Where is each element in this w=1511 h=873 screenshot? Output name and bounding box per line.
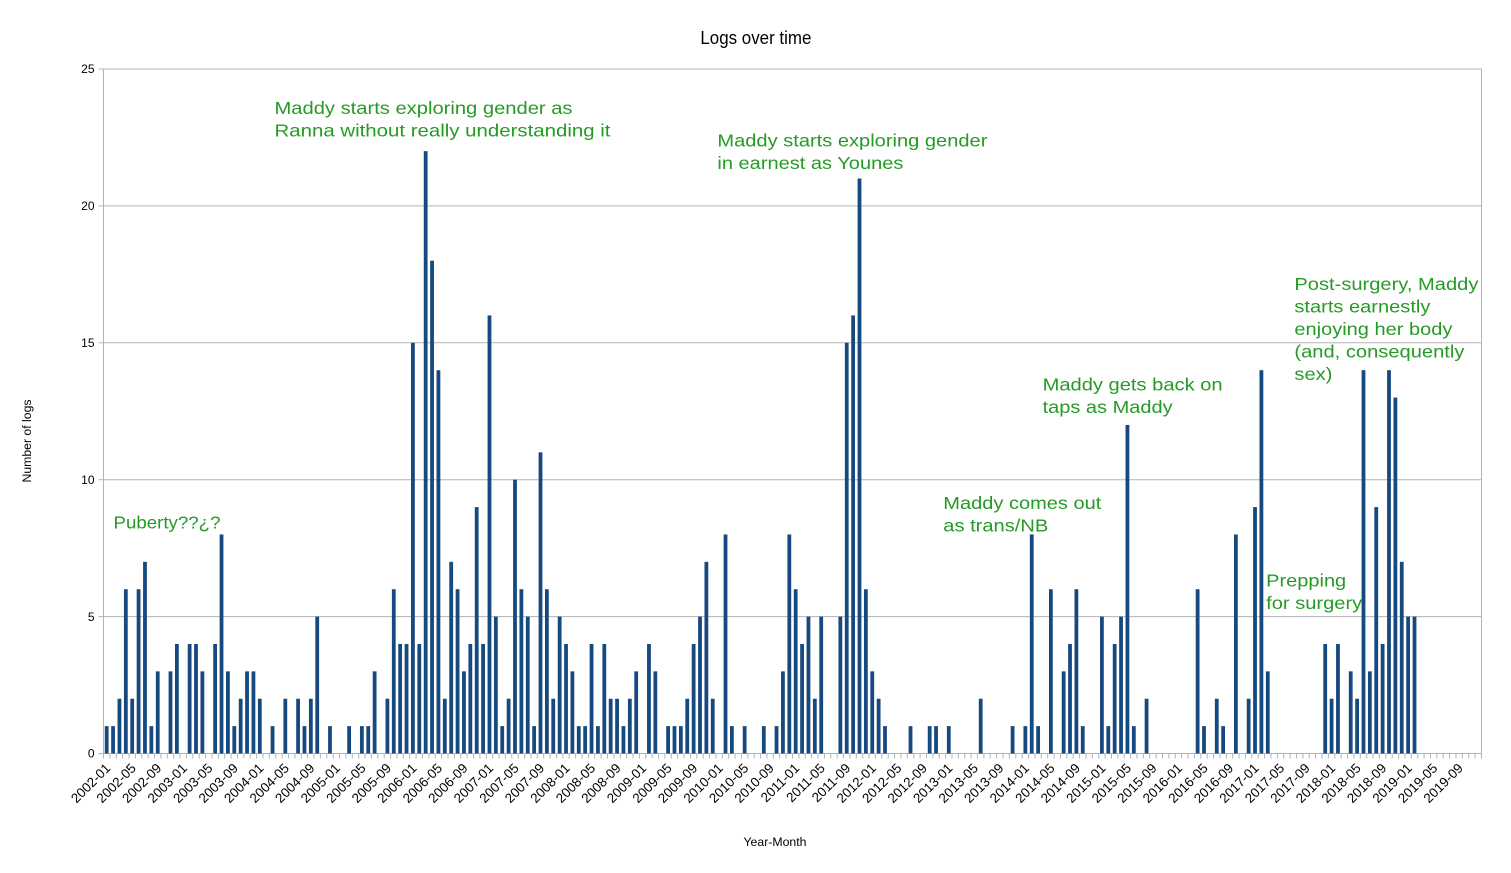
svg-text:Maddy starts exploring gender: Maddy starts exploring gender [717,131,987,151]
svg-text:0: 0 [88,747,95,761]
svg-text:Ranna without really understan: Ranna without really understanding it [275,121,611,141]
svg-text:enjoying her body: enjoying her body [1294,319,1452,339]
svg-text:for surgery: for surgery [1266,593,1362,613]
svg-text:Number of logs: Number of logs [20,400,34,483]
svg-text:10: 10 [81,473,95,487]
svg-text:25: 25 [81,62,95,76]
svg-text:Maddy gets back on: Maddy gets back on [1043,375,1223,395]
svg-text:in earnest as Younes: in earnest as Younes [717,153,903,173]
svg-text:taps as Maddy: taps as Maddy [1043,397,1173,417]
svg-text:(and, consequently: (and, consequently [1294,341,1464,361]
svg-text:sex): sex) [1294,364,1332,384]
svg-text:Prepping: Prepping [1266,571,1346,591]
svg-text:Logs over time: Logs over time [700,28,811,48]
svg-text:20: 20 [81,199,95,213]
svg-text:15: 15 [81,336,95,350]
svg-text:as trans/NB: as trans/NB [943,515,1048,535]
svg-text:starts earnestly: starts earnestly [1294,296,1430,316]
svg-text:Post-surgery, Maddy: Post-surgery, Maddy [1294,274,1478,294]
svg-text:Maddy comes out: Maddy comes out [943,493,1101,513]
svg-text:Maddy starts exploring gender: Maddy starts exploring gender as [275,98,573,118]
svg-text:Puberty??¿?: Puberty??¿? [114,512,221,532]
svg-text:Year-Month: Year-Month [744,835,807,849]
svg-text:5: 5 [88,610,95,624]
